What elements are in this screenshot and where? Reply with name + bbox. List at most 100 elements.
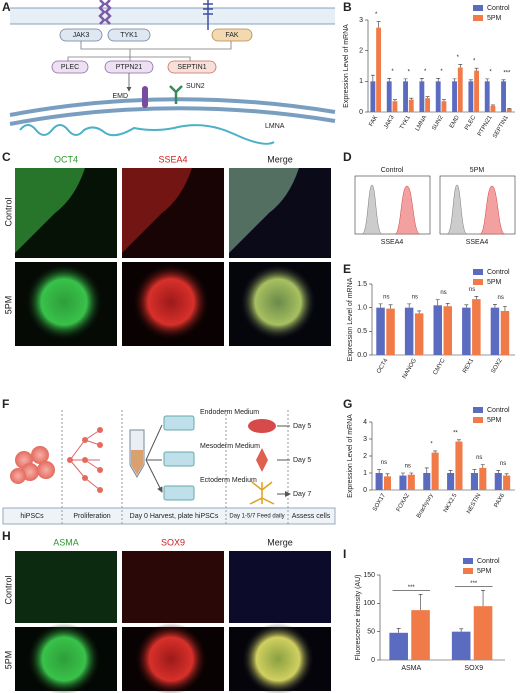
x-tick-label: Brachyury bbox=[416, 493, 435, 519]
legend-label: Control bbox=[477, 558, 500, 565]
bar bbox=[370, 81, 376, 112]
row-label: 5PM bbox=[3, 651, 13, 670]
bar bbox=[451, 631, 471, 660]
x-tick-label: JAK3 bbox=[383, 114, 396, 130]
x-tick-label: PAX6 bbox=[494, 492, 507, 508]
axis-label: SSEA4 bbox=[466, 239, 489, 246]
panel-label: D bbox=[343, 150, 352, 164]
illustration-shape bbox=[131, 450, 143, 475]
error-bar bbox=[504, 473, 509, 476]
panel-label: H bbox=[2, 529, 11, 543]
illustration-shape bbox=[31, 446, 49, 464]
significance-label: * bbox=[473, 59, 476, 65]
error-bar bbox=[396, 627, 401, 633]
y-tick-label: 0 bbox=[371, 657, 375, 664]
illustration-shape bbox=[133, 264, 209, 340]
significance-label: *** bbox=[503, 70, 511, 76]
x-tick-label: TYK1 bbox=[399, 114, 412, 131]
illustration-shape bbox=[51, 60, 89, 74]
error-bar bbox=[376, 21, 381, 28]
error-bar bbox=[496, 470, 501, 473]
illustration-shape bbox=[122, 551, 224, 623]
x-tick-label: SOX2 bbox=[491, 357, 505, 374]
significance-label: ns bbox=[405, 464, 411, 470]
error-bar bbox=[433, 450, 438, 453]
y-tick-label: 0.5 bbox=[357, 328, 367, 335]
medium-label: Endoderm Medium bbox=[200, 409, 259, 416]
error-bar bbox=[377, 469, 382, 473]
significance-label: * bbox=[430, 441, 433, 447]
illustration-shape bbox=[394, 185, 421, 235]
error-bar bbox=[435, 299, 440, 306]
illustration-shape bbox=[9, 106, 336, 126]
error-bar bbox=[409, 472, 414, 475]
error-bar bbox=[459, 628, 464, 632]
y-tick-label: 100 bbox=[363, 600, 375, 607]
illustration-shape bbox=[229, 551, 331, 623]
error-bar bbox=[441, 99, 446, 102]
illustration-shape bbox=[229, 168, 299, 253]
illustration-shape bbox=[82, 437, 88, 443]
significance-label: ns bbox=[383, 294, 389, 300]
legend-swatch bbox=[473, 269, 483, 275]
bar bbox=[501, 81, 506, 112]
illustration-shape bbox=[37, 461, 55, 479]
illustration-shape bbox=[203, 0, 213, 30]
error-bar bbox=[485, 78, 490, 82]
error-bar bbox=[452, 78, 457, 82]
x-tick-label: CMYC bbox=[433, 357, 447, 376]
significance-label: ns bbox=[412, 294, 418, 300]
x-tick-label: SOX17 bbox=[372, 492, 387, 512]
illustration-shape bbox=[107, 28, 151, 42]
significance-label: *** bbox=[408, 585, 416, 591]
column-header: Merge bbox=[267, 537, 293, 547]
illustration-shape bbox=[61, 410, 289, 524]
y-tick-label: 50 bbox=[367, 629, 375, 636]
illustration-shape bbox=[15, 551, 117, 623]
legend-label: Control bbox=[487, 5, 510, 12]
bar bbox=[472, 299, 481, 355]
illustration-shape bbox=[211, 28, 253, 42]
error-bar bbox=[385, 473, 390, 477]
error-bar bbox=[436, 77, 441, 82]
bar bbox=[404, 307, 414, 355]
step-label: hiPSCs bbox=[20, 513, 44, 520]
bar bbox=[457, 67, 463, 112]
x-tick-label: PTPN21 bbox=[477, 114, 494, 137]
bar bbox=[376, 27, 382, 113]
error-bar bbox=[464, 304, 469, 308]
illustration-shape bbox=[82, 475, 88, 481]
legend-swatch bbox=[473, 279, 483, 285]
bar bbox=[425, 98, 431, 112]
flow-histograms bbox=[354, 175, 516, 235]
illustration-shape bbox=[97, 427, 103, 433]
bar bbox=[411, 610, 430, 660]
bar bbox=[452, 81, 457, 112]
bar bbox=[443, 306, 453, 355]
node-label: SEPTIN1 bbox=[177, 64, 206, 71]
illustration-shape bbox=[169, 85, 183, 104]
error-bar bbox=[370, 74, 375, 82]
bar bbox=[392, 101, 398, 112]
illustration-shape bbox=[28, 623, 100, 693]
error-bar bbox=[407, 303, 412, 308]
illustration-shape bbox=[10, 8, 335, 24]
x-tick-label: SUN2 bbox=[431, 114, 445, 131]
bar bbox=[474, 70, 480, 112]
bar bbox=[376, 307, 385, 355]
legend-swatch bbox=[463, 558, 473, 564]
y-tick-label: 0 bbox=[359, 109, 363, 116]
node-label: FAK bbox=[225, 32, 239, 39]
row-label: Control bbox=[3, 575, 13, 604]
error-bar bbox=[378, 303, 383, 308]
y-tick-label: 2 bbox=[359, 48, 363, 55]
bar bbox=[455, 441, 463, 490]
day-label: Day 5 bbox=[293, 423, 311, 430]
illustration-shape bbox=[97, 467, 103, 473]
y-tick-label: 1 bbox=[359, 78, 363, 85]
bar bbox=[423, 473, 431, 490]
bar bbox=[435, 81, 441, 112]
y-tick-label: 1.0 bbox=[357, 305, 367, 312]
step-label: Assess cells bbox=[292, 513, 331, 520]
error-bar bbox=[400, 472, 405, 476]
